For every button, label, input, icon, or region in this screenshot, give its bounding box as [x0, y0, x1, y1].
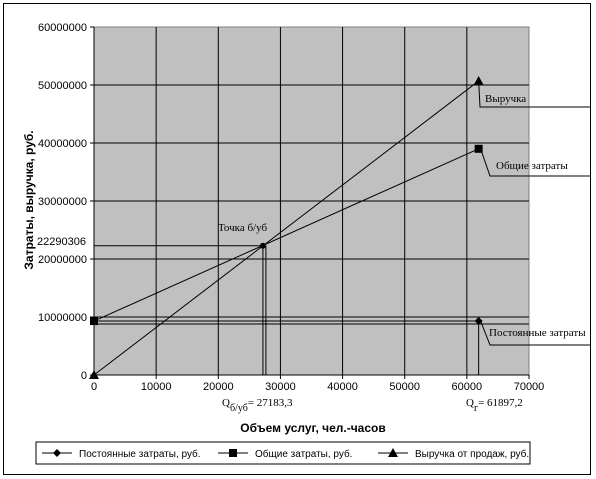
callout-fixed-label: Постоянные затраты	[489, 327, 586, 339]
legend-box	[35, 441, 531, 465]
marker-square	[229, 449, 237, 457]
x-tick-label: 70000	[514, 381, 545, 393]
x-axis-title: Объем услуг, чел.-часов	[240, 421, 385, 435]
x-tick-label: 20000	[203, 381, 234, 393]
y-axis: 0 10000000 20000000 30000000 40000000 5000000…	[38, 22, 95, 382]
legend-label: Выручка от продаж, руб.	[415, 448, 529, 460]
marker-square	[474, 144, 483, 153]
callout-fixed-leader	[480, 320, 590, 346]
callout-revenue-leader	[478, 80, 590, 108]
x-tick-label: 10000	[141, 381, 172, 393]
q-g-sub: г	[474, 403, 478, 414]
x-tick-label: 50000	[389, 381, 420, 393]
q-g-main: Q	[466, 397, 474, 409]
q-bu-sub: б/уб	[230, 403, 248, 414]
x-axis: 0 10000 20000 30000 40000 50000 60000 70000	[91, 374, 545, 393]
q-bu-value: = 27183,3	[248, 397, 293, 409]
marker-triangle	[89, 370, 99, 379]
y-tick-label: 10000000	[38, 312, 87, 324]
marker-square	[90, 317, 98, 326]
breakeven-point	[259, 242, 266, 249]
callout-total-label: Общие затраты	[496, 160, 568, 172]
legend-label: Постоянные затраты, руб.	[79, 448, 201, 460]
q-g-value: = 61897,2	[478, 397, 523, 409]
y-tick-label: 40000000	[38, 138, 87, 150]
legend: Постоянные затраты, руб. Общие затраты, р…	[42, 448, 529, 460]
callout-revenue-label: Выручка	[485, 93, 526, 105]
x-tick-label: 30000	[265, 381, 296, 393]
annotations	[94, 80, 590, 375]
y-tick-label: 30000000	[38, 196, 87, 208]
marker-diamond	[53, 449, 61, 457]
series-lines	[89, 75, 484, 379]
y-tick-label: 20000000	[38, 254, 87, 266]
breakeven-y-label: 22290306	[37, 236, 86, 248]
x-tick-label: 0	[91, 381, 97, 393]
marker-triangle	[473, 75, 484, 85]
series-line-2	[93, 148, 479, 322]
y-tick-label: 50000000	[38, 80, 87, 92]
y-tick-label: 0	[81, 370, 87, 382]
callout-total-leader	[480, 148, 590, 177]
series-line-3	[93, 80, 479, 376]
breakeven-label: Точка б/уб	[218, 222, 267, 234]
x-tick-label: 40000	[327, 381, 358, 393]
q-breakeven-label: Qб/уб= 27183,3	[222, 397, 293, 414]
y-axis-title: Затраты, выручка, руб.	[22, 130, 36, 269]
x-tick-label: 60000	[452, 381, 483, 393]
legend-label: Общие затраты, руб.	[255, 448, 352, 460]
grid	[94, 27, 529, 375]
marker-triangle	[388, 448, 398, 457]
y-tick-label: 60000000	[38, 22, 87, 34]
q-max-label: Qг= 61897,2	[466, 397, 523, 414]
q-bu-main: Q	[222, 397, 230, 409]
